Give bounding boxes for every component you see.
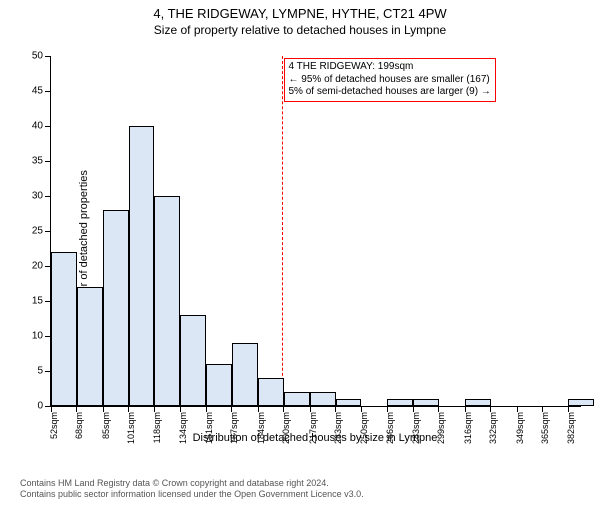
y-tick-label: 40 [32,121,43,132]
histogram-bar [387,399,413,406]
page-subtitle: Size of property relative to detached ho… [0,23,600,37]
y-tick [45,161,51,162]
histogram-bar [258,378,284,406]
y-tick [45,126,51,127]
histogram-bar [284,392,310,406]
y-tick-label: 25 [32,226,43,237]
y-tick [45,231,51,232]
y-tick [45,56,51,57]
histogram-bar [180,315,206,406]
y-tick-label: 45 [32,86,43,97]
histogram-bar [154,196,180,406]
plot-area: 4 THE RIDGEWAY: 199sqm ← 95% of detached… [50,56,581,407]
y-tick-label: 35 [32,156,43,167]
reference-line [282,56,283,406]
histogram-bar [568,399,594,406]
annotation-box: 4 THE RIDGEWAY: 199sqm ← 95% of detached… [284,58,496,102]
y-tick-label: 5 [37,366,43,377]
footer: Contains HM Land Registry data © Crown c… [20,478,590,500]
histogram-bar [232,343,258,406]
y-tick-label: 20 [32,261,43,272]
histogram-bar [77,287,103,406]
histogram-bar [51,252,77,406]
annotation-line: ← 95% of detached houses are smaller (16… [289,74,491,87]
y-tick [45,196,51,197]
y-tick-label: 30 [32,191,43,202]
y-tick [45,91,51,92]
histogram-bar [336,399,362,406]
histogram-bar [413,399,439,406]
histogram-bar [103,210,129,406]
x-axis-label: Distribution of detached houses by size … [50,432,580,444]
annotation-line: 4 THE RIDGEWAY: 199sqm [289,61,491,74]
footer-line: Contains public sector information licen… [20,489,590,500]
histogram-bar [310,392,336,406]
annotation-line: 5% of semi-detached houses are larger (9… [289,86,491,99]
histogram-bar [129,126,155,406]
y-tick-label: 15 [32,296,43,307]
page-title: 4, THE RIDGEWAY, LYMPNE, HYTHE, CT21 4PW [0,6,600,21]
histogram-bar [206,364,232,406]
y-tick-label: 0 [37,401,43,412]
footer-line: Contains HM Land Registry data © Crown c… [20,478,590,489]
y-tick-label: 10 [32,331,43,342]
chart-container: Number of detached properties 4 THE RIDG… [0,46,600,446]
histogram-bar [465,399,491,406]
y-tick-label: 50 [32,51,43,62]
